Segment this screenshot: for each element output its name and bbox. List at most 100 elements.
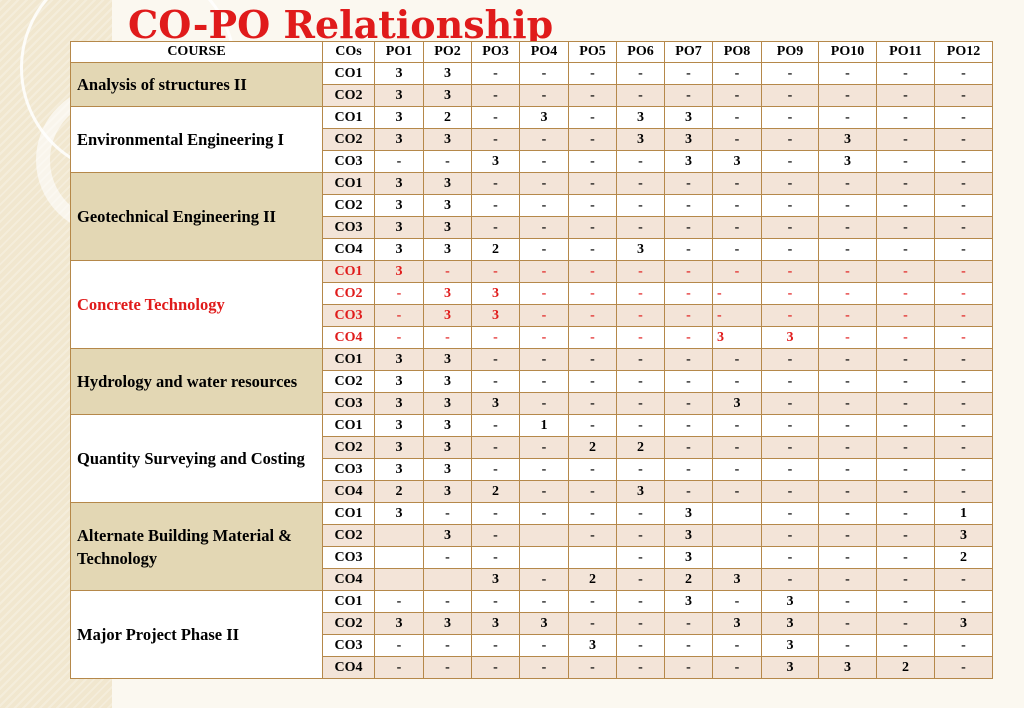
po-cell (519, 546, 569, 569)
po-cell: - (934, 172, 993, 195)
po-cell: - (818, 172, 877, 195)
po-cell: - (876, 480, 935, 503)
table-row: CO3- -3- - -3 3-3- - (71, 150, 993, 173)
po-cell: 3 (471, 568, 520, 591)
po-cell: - (761, 568, 819, 591)
table-row: CO4- - - - - - -3 3- - - (71, 326, 993, 349)
table-row: Major Project Phase II CO1- - - - - -3-3- - - (70, 590, 993, 679)
co-label: CO4 (322, 480, 375, 503)
po-cell: - (761, 348, 819, 371)
po-cell: 3 (423, 612, 472, 635)
po-cell: - (761, 62, 819, 85)
po-cell: 3 (374, 238, 424, 261)
po-cell (374, 568, 424, 591)
po-cell: 3 (712, 612, 762, 635)
po-cell: - (374, 656, 424, 679)
po-cell: - (616, 282, 665, 305)
po-cell: 3 (761, 326, 819, 349)
po-cell: - (568, 590, 617, 613)
po-cell: 3 (712, 326, 762, 349)
po-cell: 3 (423, 414, 472, 437)
po-cell: - (423, 590, 472, 613)
po-cell: - (818, 260, 877, 283)
po-cell: 3 (374, 502, 424, 525)
po-cell: - (818, 194, 877, 217)
co-label: CO4 (322, 238, 375, 261)
po-cell: - (519, 84, 569, 107)
po-cell: - (519, 194, 569, 217)
po-cell: - (876, 128, 935, 151)
po-cell: - (471, 62, 520, 85)
co-label: CO1 (322, 414, 375, 437)
po-cell: - (934, 238, 993, 261)
po-cell: - (876, 436, 935, 459)
po-cell: - (876, 282, 935, 305)
co-label: CO2 (322, 194, 375, 217)
po-cell: 3 (616, 480, 665, 503)
po-cell: 3 (423, 392, 472, 415)
po-cell: - (568, 480, 617, 503)
po-cell: - (471, 502, 520, 525)
po-cell: - (568, 524, 617, 547)
po-cell: - (664, 436, 713, 459)
po-cell: - (876, 348, 935, 371)
po-cell: - (664, 260, 713, 283)
po-cell: - (712, 348, 762, 371)
po-cell: - (616, 590, 665, 613)
po-cell: - (876, 546, 935, 569)
po-cell: - (664, 370, 713, 393)
po-cell: 3 (423, 480, 472, 503)
po-cell: - (712, 656, 762, 679)
po-cell: - (471, 458, 520, 481)
po-cell: 3 (374, 260, 424, 283)
po-cell: - (761, 480, 819, 503)
po-cell: 2 (471, 238, 520, 261)
co-label: CO2 (322, 612, 375, 635)
po-cell: - (876, 194, 935, 217)
po-cell: - (471, 194, 520, 217)
po-cell: 3 (423, 282, 472, 305)
po-cell: 3 (374, 612, 424, 635)
po-cell: - (568, 502, 617, 525)
po-cell: - (519, 282, 569, 305)
po-cell: - (664, 656, 713, 679)
po-cell: - (519, 326, 569, 349)
po-cell: - (616, 612, 665, 635)
po-cell: - (568, 282, 617, 305)
co-label: CO1 (322, 502, 375, 525)
po-cell: - (568, 84, 617, 107)
po-cell: 3 (818, 150, 877, 173)
po-cell: 3 (471, 392, 520, 415)
po-cell: 3 (664, 590, 713, 613)
po-cell: - (568, 106, 617, 129)
po-cell: 2 (568, 568, 617, 591)
po-cell: - (876, 238, 935, 261)
po-cell: - (664, 480, 713, 503)
po-cell: - (761, 150, 819, 173)
table-row: CO3- - - -3- - -3- - - (71, 634, 993, 657)
po-cell: - (568, 326, 617, 349)
po-cell: 3 (761, 656, 819, 679)
po-cell: - (712, 62, 762, 85)
po-cell: 3 (423, 238, 472, 261)
table-row: CO3- - -3- - -2 (71, 546, 993, 569)
po-cell: 3 (712, 568, 762, 591)
po-cell: - (519, 238, 569, 261)
po-cell: - (934, 62, 993, 85)
co-label: CO4 (322, 656, 375, 679)
po-cell: - (818, 524, 877, 547)
po-cell: - (616, 326, 665, 349)
po-cell: - (374, 590, 424, 613)
po-cell: 3 (423, 128, 472, 151)
po-cell: 3 (934, 524, 993, 547)
po-cell: 3 (374, 348, 424, 371)
po-cell: - (471, 634, 520, 657)
po-cell: - (471, 524, 520, 547)
po-cell: - (761, 392, 819, 415)
po-cell: - (519, 436, 569, 459)
po-cell: - (761, 304, 819, 327)
co-label: CO3 (322, 546, 375, 569)
header-po5: PO5 (568, 41, 617, 63)
po-cell: 3 (664, 106, 713, 129)
course-name: Environmental Engineering I (70, 106, 323, 173)
